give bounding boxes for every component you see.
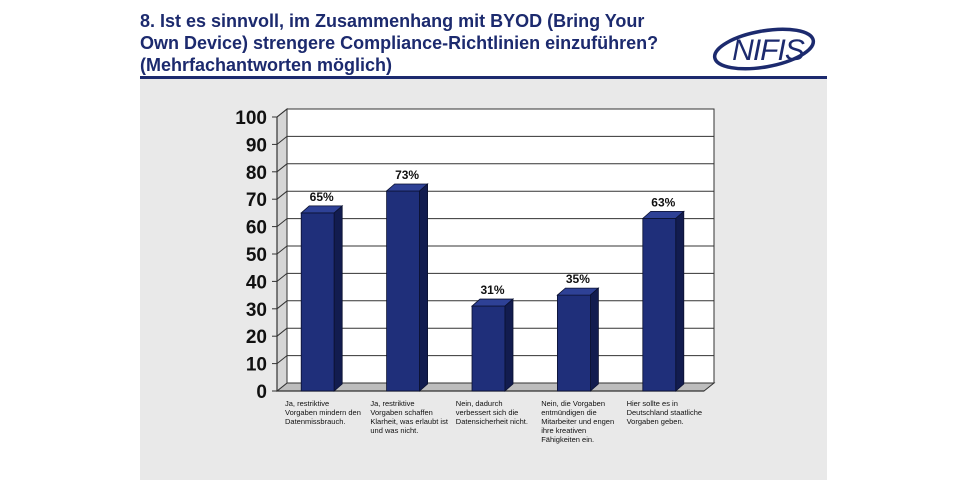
bar-group <box>385 183 429 392</box>
bar-side <box>504 298 514 392</box>
bar-side <box>675 210 685 392</box>
gridline-diagonal <box>276 300 288 310</box>
bar-data-label: 73% <box>395 168 419 182</box>
x-category-label: Ja, restriktive Vorgaben schaffen Klarhe… <box>370 399 448 435</box>
title-divider <box>140 76 827 79</box>
x-category-label: Nein, dadurch verbessert sich die Datens… <box>455 399 528 426</box>
bar-group <box>300 205 344 392</box>
y-tick-label: 90 <box>246 135 267 156</box>
y-tick-label: 20 <box>246 327 267 348</box>
x-category-label: Nein, die Vorgaben entmündigen die Mitar… <box>541 399 615 444</box>
gridline-diagonal <box>276 273 288 282</box>
y-tick-label: 80 <box>246 163 267 184</box>
title-line-2: Own Device) strengere Compliance-Richtli… <box>140 33 659 53</box>
bar-side <box>419 183 429 392</box>
y-tick-label: 50 <box>246 245 267 266</box>
bar-side <box>333 205 343 392</box>
gridline-diagonal <box>276 163 288 173</box>
logo-text: NIFIS <box>732 34 805 67</box>
gridline-diagonal <box>276 190 288 200</box>
bar <box>642 217 677 392</box>
gridline-diagonal <box>276 245 288 255</box>
page-title: 8. Ist es sinnvoll, im Zusammenhang mit … <box>140 10 700 76</box>
bar-data-label: 65% <box>310 190 334 204</box>
bar <box>386 190 421 392</box>
title-line-3: (Mehrfachantworten möglich) <box>140 55 393 75</box>
bar <box>556 294 591 392</box>
x-category-label: Hier sollte es in Deutschland staatliche… <box>626 399 703 426</box>
x-category-label: Ja, restriktive Vorgaben mindern den Dat… <box>285 399 361 426</box>
logo-swoosh-icon <box>712 27 816 71</box>
y-tick-label: 30 <box>246 300 267 321</box>
bar <box>300 212 335 392</box>
bar-group <box>470 298 515 392</box>
nifis-logo: NIFIS <box>712 27 816 71</box>
y-tick-label: 60 <box>246 218 267 239</box>
bar-side <box>589 287 599 392</box>
gridline-diagonal <box>276 108 288 118</box>
gridline-diagonal <box>276 136 288 145</box>
bar-data-label: 63% <box>651 195 675 209</box>
y-tick-label: 40 <box>246 272 267 293</box>
bar-group <box>556 287 600 392</box>
bar-data-label: 31% <box>480 283 504 297</box>
title-line-1: 8. Ist es sinnvoll, im Zusammenhang mit … <box>140 11 645 31</box>
y-tick-label: 100 <box>235 108 267 129</box>
gridline-diagonal <box>276 327 288 337</box>
y-tick-label: 0 <box>256 382 267 403</box>
y-tick-label: 10 <box>246 355 267 376</box>
bar-chart: 0 10 20 30 40 50 60 70 80 90 100 65% 73% 31% 35% 63% <box>235 107 716 403</box>
gridline-diagonal <box>276 355 288 364</box>
gridline-diagonal <box>276 218 288 227</box>
y-tick-label: 70 <box>246 190 267 211</box>
bar-data-label: 35% <box>566 272 590 286</box>
chart-panel: 0 10 20 30 40 50 60 70 80 90 100 65% 73% 31% 35% 63% Ja… <box>140 79 827 480</box>
bar-group <box>641 210 685 392</box>
bar <box>471 305 506 392</box>
